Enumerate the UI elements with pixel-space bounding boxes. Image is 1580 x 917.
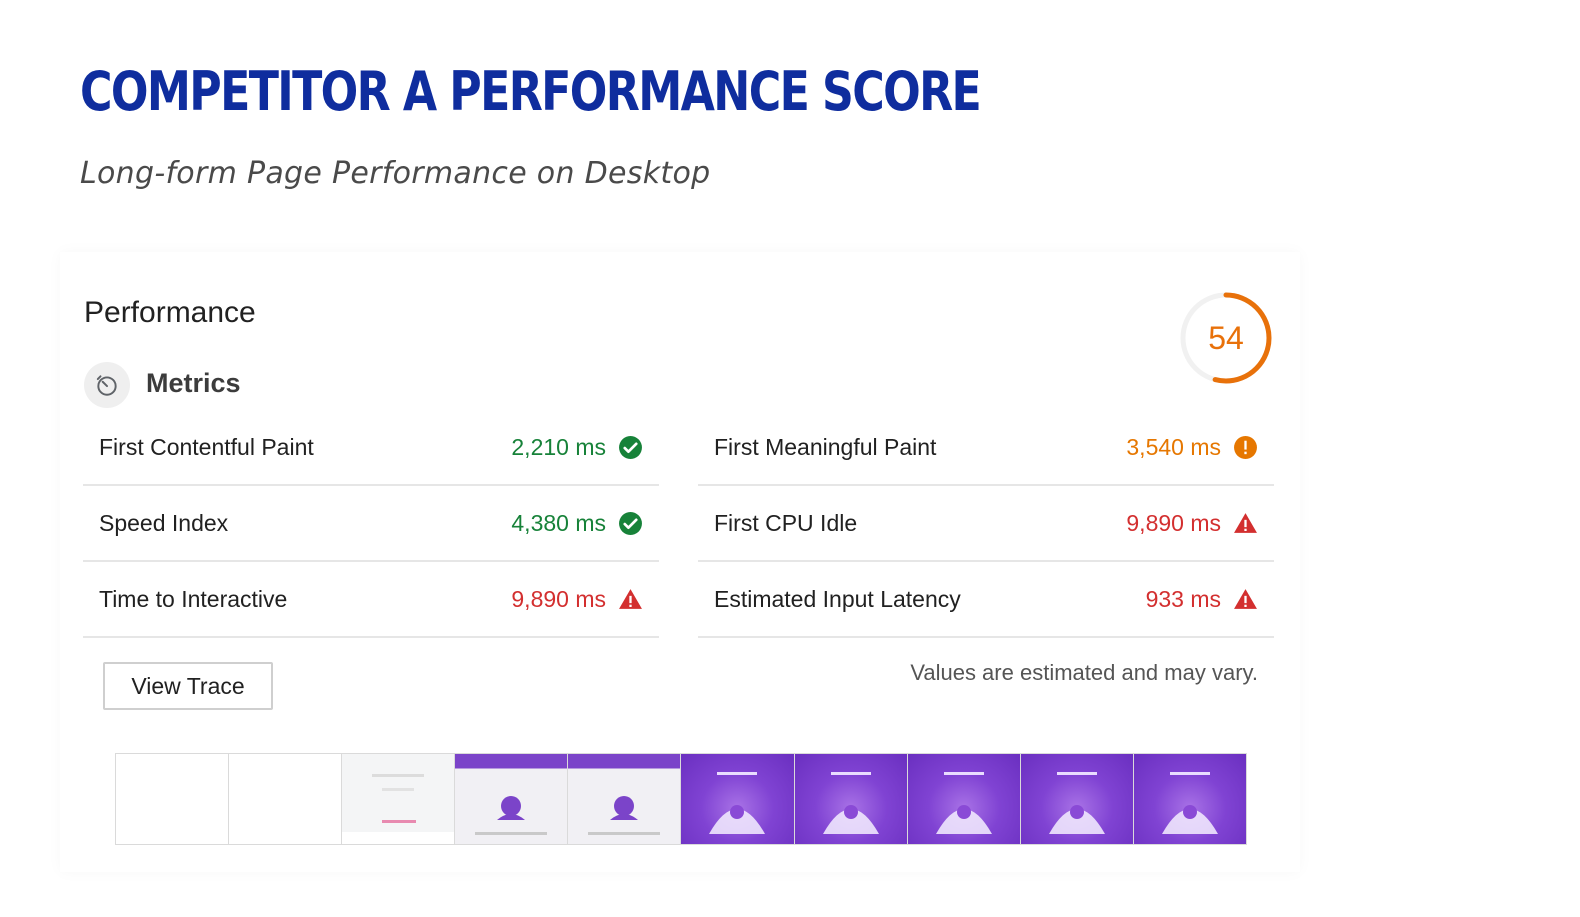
view-trace-button[interactable]: View Trace (103, 662, 273, 710)
filmstrip-frame[interactable] (681, 754, 795, 844)
metric-row: Time to Interactive 9,890 ms (83, 562, 659, 638)
metric-value: 9,890 ms (511, 585, 606, 612)
stopwatch-icon (84, 362, 130, 408)
metric-row: Speed Index 4,380 ms (83, 486, 659, 562)
metric-value: 9,890 ms (1126, 509, 1221, 536)
metric-name: First Contentful Paint (99, 433, 314, 460)
metric-row: First Meaningful Paint 3,540 ms (698, 410, 1274, 486)
filmstrip-frame[interactable] (116, 754, 230, 844)
check-circle-icon (618, 511, 643, 536)
warning-triangle-icon (1233, 587, 1258, 612)
metric-value: 4,380 ms (511, 509, 606, 536)
performance-heading: Performance (84, 296, 256, 329)
metric-name: First CPU Idle (714, 509, 858, 536)
check-circle-icon (618, 435, 643, 460)
filmstrip[interactable] (115, 753, 1247, 845)
info-circle-icon (1233, 435, 1258, 460)
metric-name: Speed Index (99, 509, 229, 536)
performance-score: 54 (1208, 319, 1244, 356)
filmstrip-frame[interactable] (1020, 754, 1134, 844)
filmstrip-frame[interactable] (794, 754, 908, 844)
metric-row: First Contentful Paint 2,210 ms (83, 410, 659, 486)
filmstrip-frame[interactable] (455, 754, 569, 844)
filmstrip-frame[interactable] (568, 754, 682, 844)
filmstrip-frame[interactable] (229, 754, 343, 844)
score-gauge (1180, 292, 1272, 384)
metrics-column-left: First Contentful Paint 2,210 ms Speed In… (83, 410, 659, 638)
metrics-label: Metrics (146, 368, 241, 398)
metrics-column-right: First Meaningful Paint 3,540 ms First CP… (698, 410, 1274, 638)
filmstrip-frame[interactable] (1133, 754, 1246, 844)
slide-title: COMPETITOR A PERFORMANCE SCORE (80, 60, 982, 123)
filmstrip-frame[interactable] (907, 754, 1021, 844)
warning-triangle-icon (618, 587, 643, 612)
slide-subtitle: Long-form Page Performance on Desktop (80, 156, 711, 191)
metric-name: First Meaningful Paint (714, 433, 937, 460)
metric-value: 933 ms (1145, 585, 1221, 612)
metric-value: 3,540 ms (1126, 433, 1221, 460)
metric-value: 2,210 ms (511, 433, 606, 460)
warning-triangle-icon (1233, 511, 1258, 536)
metric-row: First CPU Idle 9,890 ms (698, 486, 1274, 562)
estimate-note: Values are estimated and may vary. (910, 660, 1258, 685)
metric-name: Estimated Input Latency (714, 585, 961, 612)
metric-row: Estimated Input Latency 933 ms (698, 562, 1274, 638)
filmstrip-frame[interactable] (342, 754, 456, 844)
metric-name: Time to Interactive (99, 585, 288, 612)
